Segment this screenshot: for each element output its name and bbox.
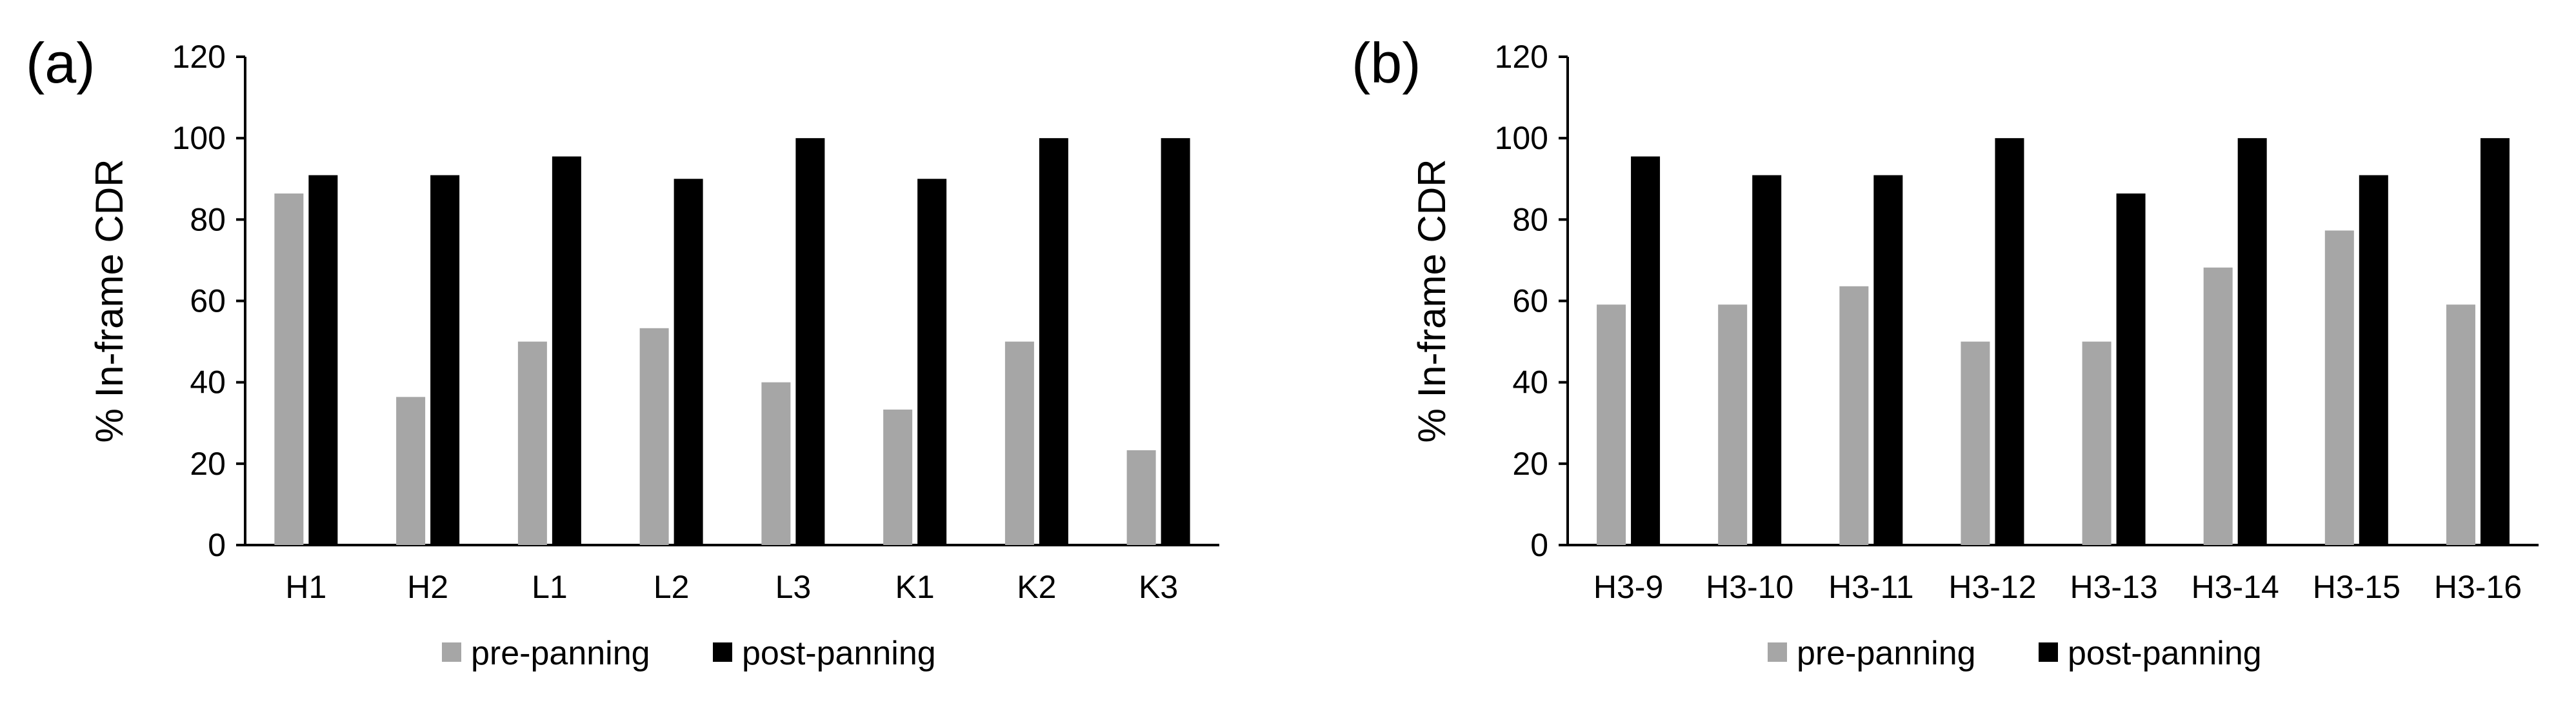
- legend-swatch: [1768, 642, 1787, 662]
- bar-post-panning: [917, 179, 947, 545]
- x-tick-label: H3-12: [1948, 569, 2036, 605]
- x-tick-label: H3-11: [1828, 569, 1913, 605]
- bar-post-panning: [308, 175, 338, 545]
- y-tick-label: 120: [172, 39, 226, 75]
- bar-pre-panning: [2082, 341, 2112, 545]
- y-tick-label: 80: [190, 201, 226, 237]
- bar-post-panning: [1752, 175, 1782, 545]
- y-axis-title: % In-frame CDR: [88, 159, 131, 443]
- bar-pre-panning: [1961, 341, 1990, 545]
- bar-pre-panning: [1004, 341, 1034, 545]
- chart-panel-b: (b) % In-frame CDR 0 20 40 60 80 100 120 H3-9 H3-1…: [1352, 31, 2539, 672]
- bar-pre-panning: [517, 341, 547, 545]
- x-tick-label: H3-16: [2434, 569, 2522, 605]
- bar-post-panning: [430, 175, 460, 545]
- chart-panel-a: (a) % In-frame CDR 0 20 40 60 80 100 120 H1 H2 L1 L2…: [26, 31, 1219, 672]
- bar-post-panning: [795, 138, 825, 545]
- x-tick-label: H3-10: [1706, 569, 1793, 605]
- x-tick-label: L2: [654, 569, 690, 605]
- x-tick-label: K1: [895, 569, 935, 605]
- legend-label: pre-panning: [471, 635, 650, 672]
- x-tick-label: K2: [1017, 569, 1056, 605]
- bar-pre-panning: [396, 397, 426, 545]
- x-tick-label: K3: [1139, 569, 1178, 605]
- bar-pre-panning: [1597, 304, 1626, 545]
- panel-label: (a): [26, 31, 95, 95]
- bar-post-panning: [1039, 138, 1068, 545]
- bar-pre-panning: [1839, 286, 1869, 545]
- bar-post-panning: [2359, 175, 2388, 545]
- y-tick-label: 0: [1530, 527, 1548, 563]
- x-tick-label: L1: [532, 569, 568, 605]
- y-tick-label: 20: [190, 446, 226, 482]
- legend-label: post-panning: [2068, 635, 2262, 672]
- bar-pre-panning: [274, 193, 304, 546]
- legend-label: pre-panning: [1797, 635, 1976, 672]
- panel-label: (b): [1352, 31, 1421, 95]
- y-tick-label: 100: [1495, 120, 1548, 156]
- bar-post-panning: [2237, 138, 2267, 545]
- y-tick-label: 40: [1512, 364, 1548, 401]
- x-tick-label: H1: [285, 569, 326, 605]
- y-tick-label: 40: [190, 364, 226, 401]
- y-tick-label: 60: [1512, 283, 1548, 319]
- y-tick-label: 0: [208, 527, 226, 563]
- bar-post-panning: [2116, 193, 2146, 546]
- y-axis-title: % In-frame CDR: [1410, 159, 1453, 443]
- bar-pre-panning: [1718, 304, 1748, 545]
- y-tick-label: 20: [1512, 446, 1548, 482]
- x-tick-label: H3-14: [2192, 569, 2279, 605]
- x-tick-label: H2: [407, 569, 448, 605]
- bar-pre-panning: [2203, 267, 2233, 545]
- bar-post-panning: [1995, 138, 2024, 545]
- legend-swatch: [2039, 642, 2058, 662]
- bar-post-panning: [2480, 138, 2510, 545]
- y-tick-label: 100: [172, 120, 226, 156]
- bar-pre-panning: [1126, 450, 1156, 545]
- y-tick-label: 80: [1512, 201, 1548, 237]
- x-tick-label: H3-15: [2313, 569, 2401, 605]
- y-tick-label: 60: [190, 283, 226, 319]
- x-tick-label: H3-13: [2070, 569, 2157, 605]
- bar-pre-panning: [2324, 230, 2354, 545]
- bar-pre-panning: [2446, 304, 2475, 545]
- legend-swatch: [442, 642, 461, 662]
- bar-post-panning: [1873, 175, 1903, 545]
- bar-post-panning: [552, 156, 581, 545]
- bar-pre-panning: [639, 328, 669, 545]
- legend-label: post-panning: [742, 635, 936, 672]
- x-tick-label: H3-9: [1593, 569, 1663, 605]
- x-tick-label: L3: [775, 569, 812, 605]
- legend-swatch: [713, 642, 732, 662]
- y-tick-label: 120: [1495, 39, 1548, 75]
- bar-post-panning: [674, 179, 703, 545]
- bar-pre-panning: [761, 382, 791, 545]
- bar-pre-panning: [883, 409, 913, 545]
- bar-post-panning: [1161, 138, 1190, 545]
- bar-post-panning: [1631, 156, 1661, 545]
